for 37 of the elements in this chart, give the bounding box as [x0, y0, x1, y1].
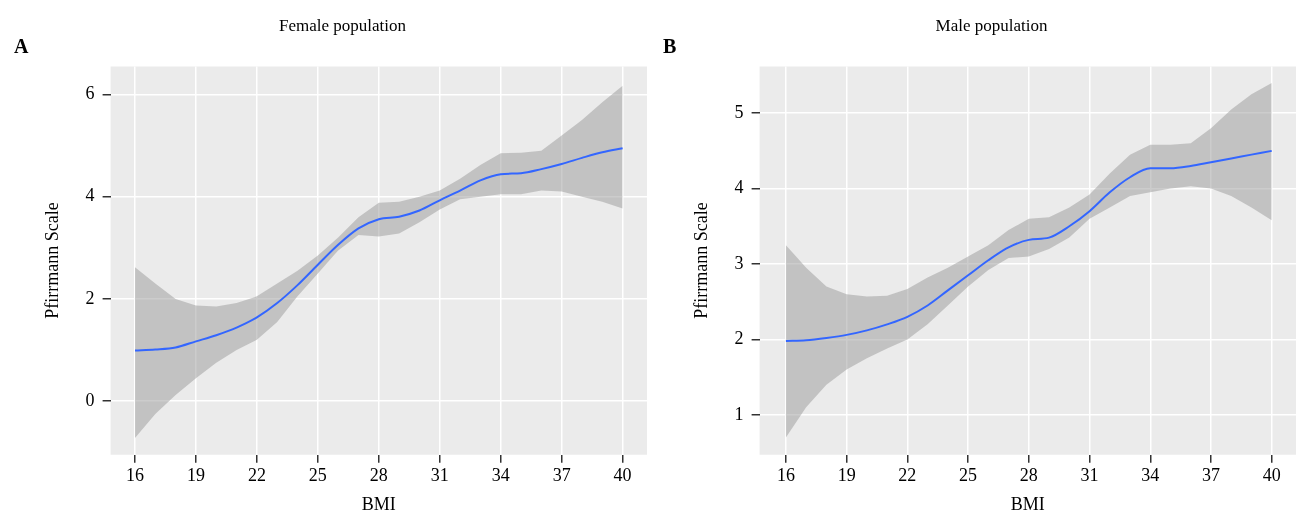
y-tick-label: 6 — [85, 83, 95, 104]
y-axis-title: Pfirrmann Scale — [41, 202, 62, 319]
line-series — [784, 149, 1273, 342]
x-tick-label: 37 — [1201, 465, 1220, 486]
y-tick-label: 2 — [734, 328, 744, 349]
y-tick-label: 4 — [85, 185, 95, 206]
x-tick-label: 34 — [491, 465, 510, 486]
x-tick-label: 19 — [186, 465, 205, 486]
x-tick-label: 40 — [613, 465, 632, 486]
x-axis-title: BMI — [361, 493, 396, 514]
x-tick-label: 22 — [247, 465, 266, 486]
chart-title: Male population — [935, 15, 1048, 35]
y-tick-label: 5 — [734, 101, 744, 122]
x-tick-label: 19 — [837, 465, 856, 486]
x-tick-label: 31 — [430, 465, 449, 486]
x-tick-label: 34 — [1141, 465, 1160, 486]
x-tick-label: 37 — [552, 465, 571, 486]
y-tick-label: 0 — [85, 389, 95, 410]
line-series — [133, 147, 624, 352]
x-tick-label: 25 — [308, 465, 327, 486]
x-tick-label: 28 — [1019, 465, 1038, 486]
x-tick-label: 22 — [898, 465, 917, 486]
x-tick-label: 31 — [1080, 465, 1099, 486]
x-tick-label: 28 — [369, 465, 388, 486]
text: A — [14, 35, 29, 58]
y-axis-title: Pfirrmann Scale — [690, 202, 711, 319]
x-axis-title: BMI — [1010, 493, 1045, 514]
chart-title: Female population — [278, 15, 407, 35]
y-tick-label: 1 — [734, 403, 744, 424]
y-tick-label: 3 — [734, 252, 744, 273]
x-tick-label: 25 — [959, 465, 978, 486]
x-tick-label: 16 — [776, 465, 795, 486]
y-tick-label: 2 — [85, 287, 95, 308]
x-tick-label: 40 — [1262, 465, 1281, 486]
text: B — [663, 35, 677, 58]
y-tick-label: 4 — [734, 177, 744, 198]
x-tick-label: 16 — [125, 465, 144, 486]
